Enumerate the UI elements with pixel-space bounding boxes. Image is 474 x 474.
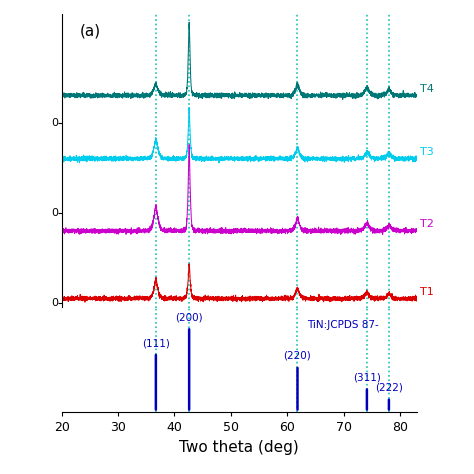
Text: 0: 0 — [51, 118, 58, 128]
Text: T1: T1 — [420, 287, 434, 297]
Text: 0: 0 — [51, 208, 58, 218]
X-axis label: Two theta (deg): Two theta (deg) — [180, 440, 299, 455]
Text: (200): (200) — [175, 312, 203, 322]
Text: T2: T2 — [420, 219, 434, 229]
Text: T4: T4 — [420, 83, 434, 94]
Text: (222): (222) — [375, 383, 403, 393]
Text: T3: T3 — [420, 147, 434, 157]
Text: (311): (311) — [353, 373, 381, 383]
Text: (a): (a) — [80, 23, 100, 38]
Text: (111): (111) — [142, 338, 170, 348]
Text: 0: 0 — [51, 298, 58, 308]
Text: TiN:JCPDS 87-: TiN:JCPDS 87- — [307, 320, 379, 330]
Text: (220): (220) — [283, 351, 311, 361]
